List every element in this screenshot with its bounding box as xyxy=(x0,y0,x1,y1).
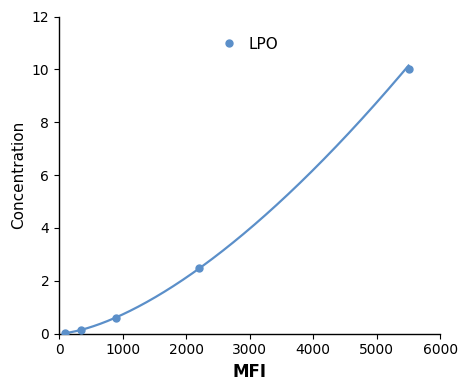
LPO xyxy=(406,67,411,72)
LPO xyxy=(62,331,68,336)
LPO xyxy=(113,316,119,320)
Line: LPO: LPO xyxy=(62,66,412,337)
LPO xyxy=(196,265,202,270)
LPO xyxy=(78,327,84,332)
X-axis label: MFI: MFI xyxy=(233,363,267,381)
Legend: LPO: LPO xyxy=(212,31,284,58)
Y-axis label: Concentration: Concentration xyxy=(11,121,26,229)
